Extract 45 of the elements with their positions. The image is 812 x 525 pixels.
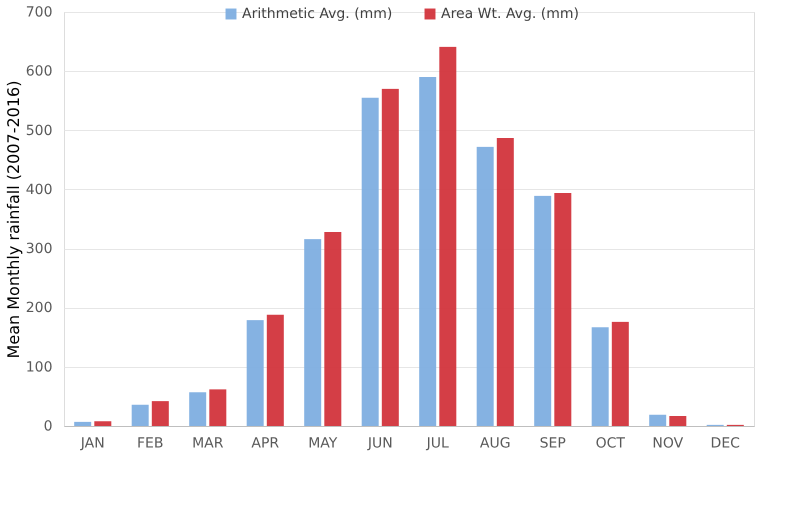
y-tick-label: 500 (26, 122, 52, 139)
y-tick-label: 600 (26, 64, 52, 80)
y-tick-label: 300 (26, 241, 52, 258)
bar (612, 322, 629, 426)
bar (419, 77, 436, 426)
bar (94, 421, 112, 426)
bar (554, 192, 572, 426)
x-tick-label: AUG (480, 436, 511, 452)
bar (496, 138, 514, 426)
x-tick-label: NOV (652, 436, 684, 452)
x-tick-label: APR (251, 436, 280, 452)
y-tick-label: 100 (26, 359, 52, 376)
bar (209, 389, 226, 426)
bar (476, 146, 494, 426)
x-tick-label: MAY (308, 436, 338, 452)
x-tick-label: JUL (426, 436, 450, 452)
legend-label: Area Wt. Avg. (mm) (441, 6, 579, 22)
bar (362, 98, 379, 426)
bar (266, 314, 284, 426)
y-tick-label: 700 (26, 4, 52, 20)
x-tick-label: FEB (136, 436, 164, 452)
bar (382, 88, 399, 426)
bar (439, 46, 456, 426)
bar (592, 327, 609, 426)
bar (246, 320, 264, 426)
x-tick-label: JUN (366, 436, 393, 452)
y-tick-label: 0 (44, 418, 52, 434)
bar (649, 414, 666, 426)
bar (324, 232, 342, 426)
y-tick-label: 200 (26, 300, 52, 316)
x-tick-label: JAN (80, 436, 105, 452)
bar (189, 392, 206, 426)
x-tick-label: SEP (540, 436, 566, 452)
x-tick-label: MAR (192, 436, 224, 452)
legend-label: Arithmetic Avg. (mm) (242, 6, 392, 22)
bar (132, 404, 149, 426)
x-tick-label: DEC (710, 436, 740, 452)
x-tick-label: OCT (596, 436, 626, 452)
bar (669, 416, 686, 426)
y-tick-label: 400 (26, 182, 52, 198)
bar (304, 239, 322, 426)
y-axis-title: Mean Monthly rainfall (2007-2016) (4, 80, 23, 358)
bar (534, 196, 552, 426)
bar (74, 422, 92, 426)
bar (152, 401, 169, 426)
